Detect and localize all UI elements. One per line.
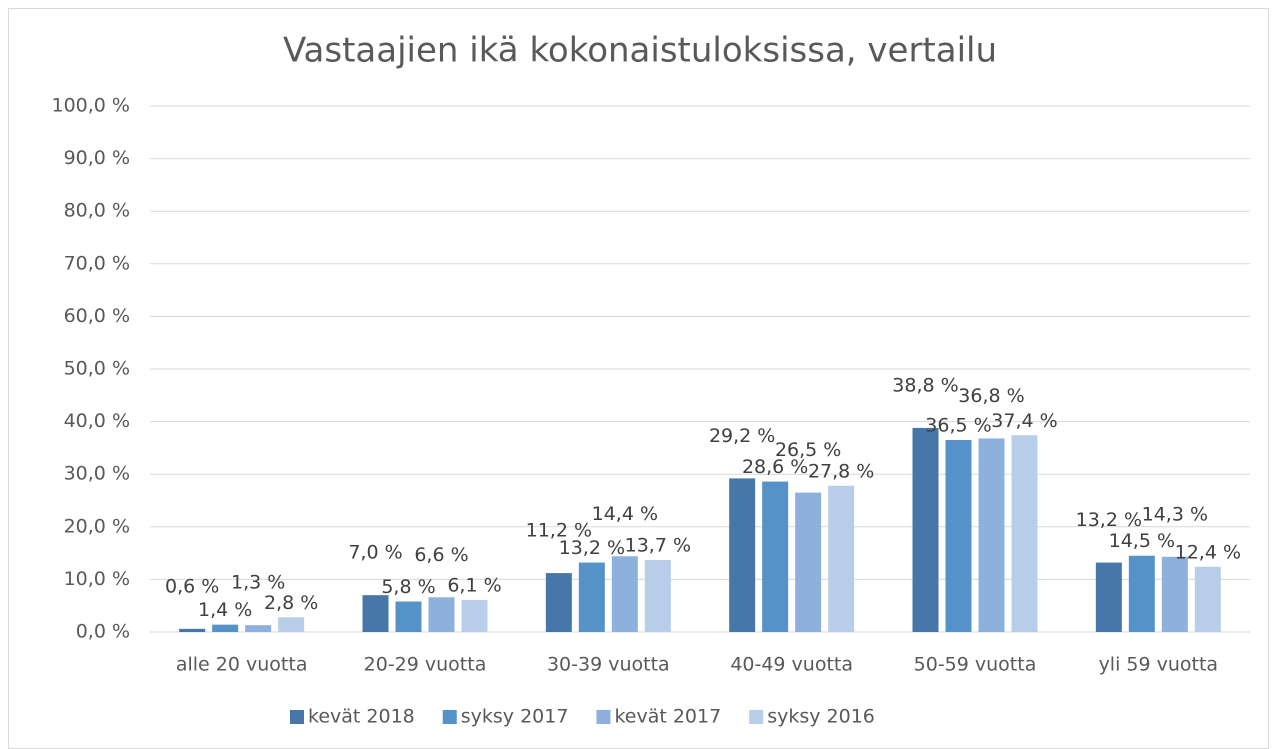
legend-label: kevät 2018: [308, 706, 415, 728]
data-label: 37,4 %: [991, 410, 1057, 432]
data-label: 6,6 %: [414, 544, 468, 566]
bar: [945, 440, 972, 632]
data-label: 28,6 %: [742, 456, 808, 478]
chart-title: Vastaajien ikä kokonaistuloksissa, verta…: [283, 31, 997, 71]
data-label: 0,6 %: [165, 575, 219, 597]
bar: [1194, 566, 1221, 632]
legend-swatch: [749, 710, 764, 724]
bar: [644, 559, 671, 632]
bar: [1128, 555, 1155, 632]
bar: [461, 599, 488, 632]
data-label: 14,3 %: [1142, 503, 1208, 525]
bar: [828, 485, 855, 632]
bar: [1161, 556, 1188, 632]
data-label: 7,0 %: [348, 542, 402, 564]
legend-label: syksy 2016: [767, 706, 875, 728]
data-label: 2,8 %: [264, 592, 318, 614]
y-tick-label: 0,0 %: [76, 621, 130, 643]
bar: [978, 438, 1005, 632]
data-label: 5,8 %: [381, 576, 435, 598]
bar: [362, 595, 389, 632]
legend-swatch: [596, 710, 611, 724]
bar: [395, 601, 422, 632]
data-label: 6,1 %: [447, 574, 501, 596]
bar: [611, 556, 638, 632]
legend-label: kevät 2017: [614, 706, 721, 728]
data-label: 1,3 %: [231, 572, 285, 594]
bar: [212, 624, 239, 632]
y-tick-label: 90,0 %: [64, 147, 130, 169]
bar: [795, 492, 822, 632]
y-tick-label: 50,0 %: [64, 358, 130, 380]
legend-swatch: [442, 710, 457, 724]
bar: [278, 617, 305, 632]
data-label: 13,2 %: [559, 537, 625, 559]
chart-border: [8, 8, 1269, 749]
y-tick-label: 100,0 %: [52, 95, 131, 117]
data-label: 36,8 %: [958, 385, 1024, 407]
x-tick-label: 30-39 vuotta: [547, 654, 670, 676]
bar: [1011, 435, 1038, 632]
x-tick-label: 50-59 vuotta: [914, 654, 1037, 676]
y-tick-label: 80,0 %: [64, 200, 130, 222]
y-tick-label: 40,0 %: [64, 410, 130, 432]
x-tick-label: yli 59 vuotta: [1099, 654, 1219, 676]
data-label: 27,8 %: [808, 460, 874, 482]
y-tick-label: 60,0 %: [64, 305, 130, 327]
data-label: 26,5 %: [775, 439, 841, 461]
legend-label: syksy 2017: [461, 706, 569, 728]
bar: [912, 427, 939, 632]
legend-swatch: [290, 710, 304, 724]
bar: [762, 481, 789, 632]
bar: [545, 573, 572, 632]
data-label: 13,2 %: [1076, 509, 1142, 531]
data-label: 11,2 %: [526, 520, 592, 542]
x-tick-label: alle 20 vuotta: [176, 654, 308, 676]
x-tick-label: 20-29 vuotta: [364, 654, 487, 676]
bar: [1095, 562, 1122, 632]
data-label: 1,4 %: [198, 599, 252, 621]
bar: [729, 478, 756, 632]
data-label: 12,4 %: [1175, 541, 1241, 563]
y-tick-label: 30,0 %: [64, 463, 130, 485]
y-tick-label: 10,0 %: [64, 568, 130, 590]
x-tick-label: 40-49 vuotta: [730, 654, 853, 676]
bar: [578, 562, 605, 632]
data-label: 14,4 %: [592, 503, 658, 525]
data-label: 29,2 %: [709, 425, 775, 447]
data-label: 13,7 %: [625, 534, 691, 556]
data-label: 14,5 %: [1109, 530, 1175, 552]
bar: [245, 625, 272, 632]
data-label: 36,5 %: [925, 415, 991, 437]
bar: [179, 628, 206, 632]
bar: [428, 597, 455, 632]
data-label: 38,8 %: [892, 374, 958, 396]
y-tick-label: 20,0 %: [64, 515, 130, 537]
y-tick-label: 70,0 %: [64, 252, 130, 274]
